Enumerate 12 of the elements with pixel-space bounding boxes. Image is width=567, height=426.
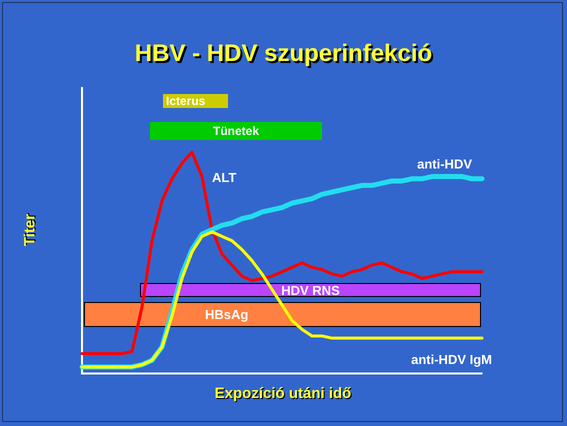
x-axis-title: Expozíció utáni idő xyxy=(214,385,352,402)
annotation: HBsAg xyxy=(205,307,248,322)
chart-title: HBV - HDV szuperinfekció xyxy=(134,40,434,68)
y-axis-title: Titer xyxy=(22,214,38,246)
label-box: HBsAg xyxy=(84,302,481,327)
series-label: anti-HDV IgM xyxy=(411,352,492,367)
series-label: anti-HDV xyxy=(417,156,472,172)
annotation: HDV RNS xyxy=(281,282,340,298)
series-label: ALT xyxy=(212,170,236,185)
label-box: Tünetek xyxy=(150,122,322,140)
label-box: Icterus xyxy=(163,94,228,108)
label-box: HDV RNS xyxy=(140,283,481,297)
